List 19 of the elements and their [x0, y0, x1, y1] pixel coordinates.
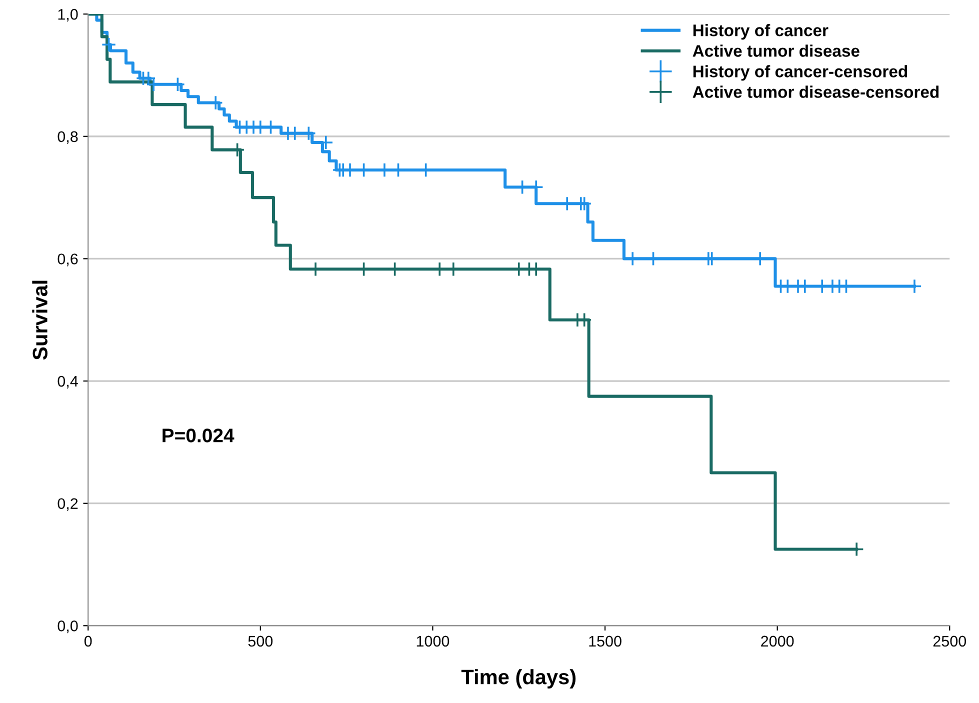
legend-label: Active tumor disease-censored [692, 86, 939, 98]
x-tick-label: 500 [248, 636, 273, 647]
y-tick-label: 0,2 [58, 498, 78, 511]
x-tick-label: 1500 [589, 636, 622, 647]
y-tick-label: 1,0 [58, 8, 78, 22]
y-axis-title: Survival [32, 280, 48, 360]
x-axis-title: Time (days) [461, 669, 576, 688]
x-tick-label: 2500 [933, 636, 966, 647]
y-tick-label: 0,6 [58, 254, 78, 266]
y-tick-label: 0,8 [58, 131, 78, 144]
legend-label: Active tumor disease [692, 44, 860, 57]
legend-label: History of cancer-censored [693, 65, 908, 81]
x-tick-label: 0 [84, 636, 92, 647]
y-tick-label: 0,4 [58, 376, 78, 389]
x-tick-label: 2000 [761, 636, 794, 647]
x-tick-label: 1000 [416, 636, 450, 647]
annotation: P=0.024 [162, 428, 234, 442]
y-tick-label: 0,0 [58, 620, 78, 634]
legend-label: History of cancer [693, 24, 828, 40]
